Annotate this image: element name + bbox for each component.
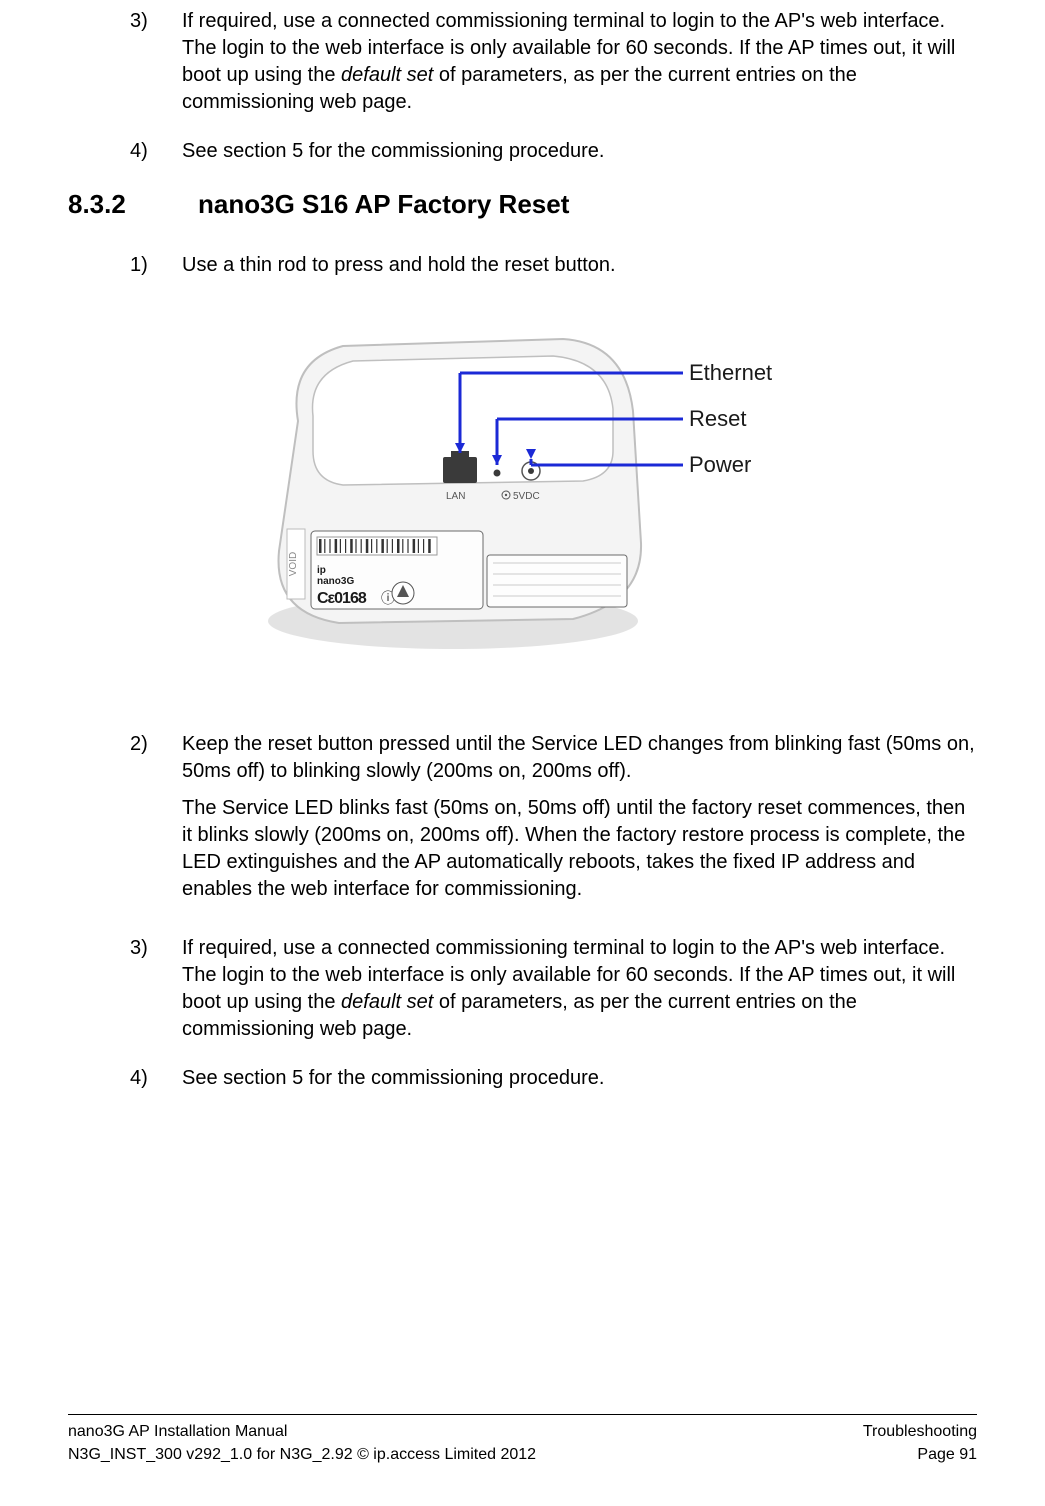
device-diagram: ipnano3GCε0168ⓘVOIDLAN5VDCEthernetResetP…: [253, 301, 793, 671]
emphasis: default set: [341, 64, 433, 86]
svg-text:nano3G: nano3G: [317, 576, 354, 587]
list-number: 3): [130, 8, 182, 116]
list-item-3: 3) If required, use a connected commissi…: [130, 935, 977, 1043]
svg-text:5VDC: 5VDC: [513, 491, 540, 502]
footer-left: N3G_INST_300 v292_1.0 for N3G_2.92 © ip.…: [68, 1444, 536, 1466]
footer-row-1: nano3G AP Installation Manual Troublesho…: [68, 1421, 977, 1443]
list-item-2: 2) Keep the reset button pressed until t…: [130, 731, 977, 913]
list-body: Use a thin rod to press and hold the res…: [182, 252, 977, 279]
footer-right: Troubleshooting: [863, 1421, 977, 1443]
emphasis: default set: [341, 991, 433, 1013]
list-body: If required, use a connected commissioni…: [182, 935, 977, 1043]
svg-text:Ethernet: Ethernet: [689, 360, 772, 385]
list-body: If required, use a connected commissioni…: [182, 8, 977, 116]
list-number: 4): [130, 1065, 182, 1092]
footer-right: Page 91: [917, 1444, 977, 1466]
list-number: 2): [130, 731, 182, 913]
list-body: Keep the reset button pressed until the …: [182, 731, 977, 913]
list-number: 3): [130, 935, 182, 1043]
svg-text:Cε0168: Cε0168: [317, 590, 367, 607]
page-footer: nano3G AP Installation Manual Troublesho…: [68, 1414, 977, 1466]
svg-text:ip: ip: [317, 565, 326, 576]
list-item-top-4: 4) See section 5 for the commissioning p…: [130, 138, 977, 165]
list-item-1: 1) Use a thin rod to press and hold the …: [130, 252, 977, 279]
heading-number: 8.3.2: [68, 187, 198, 222]
list-number: 4): [130, 138, 182, 165]
footer-rule: [68, 1414, 977, 1415]
svg-text:Reset: Reset: [689, 406, 746, 431]
list-item-top-3: 3) If required, use a connected commissi…: [130, 8, 977, 116]
list-body: See section 5 for the commissioning proc…: [182, 1065, 977, 1092]
footer-row-2: N3G_INST_300 v292_1.0 for N3G_2.92 © ip.…: [68, 1444, 977, 1466]
list-item-4: 4) See section 5 for the commissioning p…: [130, 1065, 977, 1092]
svg-text:Power: Power: [689, 452, 751, 477]
svg-text:VOID: VOID: [288, 552, 299, 576]
list-body: See section 5 for the commissioning proc…: [182, 138, 977, 165]
page-content: 3) If required, use a connected commissi…: [68, 0, 977, 1092]
list-number: 1): [130, 252, 182, 279]
heading-title: nano3G S16 AP Factory Reset: [198, 187, 569, 222]
section-heading: 8.3.2 nano3G S16 AP Factory Reset: [68, 187, 977, 222]
svg-text:LAN: LAN: [446, 491, 465, 502]
footer-left: nano3G AP Installation Manual: [68, 1421, 287, 1443]
paragraph: The Service LED blinks fast (50ms on, 50…: [182, 795, 977, 903]
paragraph: Keep the reset button pressed until the …: [182, 731, 977, 785]
